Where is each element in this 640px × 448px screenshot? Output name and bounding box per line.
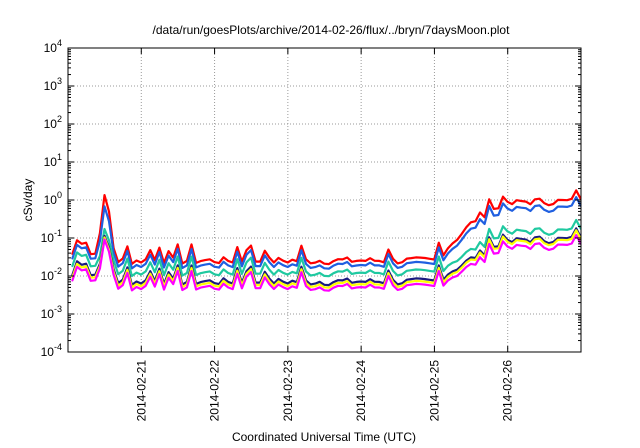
- x-tick-label: 2014-02-25: [427, 360, 441, 422]
- series-line: [71, 196, 581, 270]
- series-line: [71, 218, 581, 278]
- x-tick-label: 2014-02-24: [354, 360, 368, 422]
- y-tick-label: 103: [44, 76, 62, 93]
- x-axis-label: Coordinated Universal Time (UTC): [232, 430, 416, 444]
- y-tick-label: 100: [44, 190, 62, 207]
- chart-title: /data/run/goesPlots/archive/2014-02-26/f…: [153, 23, 511, 37]
- y-tick-label: 10-3: [41, 304, 62, 321]
- x-tick-label: 2014-02-26: [501, 360, 515, 422]
- y-axis: 104 103 102 101 100 10-1 10-2 10-3 10-4: [41, 38, 581, 359]
- x-axis: 2014-02-21 2014-02-22 2014-02-23 2014-02-24…: [134, 48, 515, 422]
- series-line: [71, 234, 581, 292]
- y-tick-label: 10-2: [41, 266, 62, 283]
- plot-frame: [67, 47, 582, 353]
- y-axis-label: cSv/day: [21, 179, 35, 222]
- y-tick-label: 104: [44, 38, 62, 55]
- series-lines: [71, 189, 581, 292]
- y-tick-label: 101: [44, 152, 62, 169]
- y-tick-label: 10-1: [41, 228, 62, 245]
- x-tick-label: 2014-02-23: [281, 360, 295, 422]
- x-tick-label: 2014-02-22: [208, 360, 222, 422]
- x-tick-label: 2014-02-21: [134, 360, 148, 422]
- y-tick-label: 102: [44, 114, 62, 131]
- y-tick-label: 10-4: [41, 342, 62, 359]
- grid: [68, 48, 581, 352]
- series-line: [71, 189, 581, 266]
